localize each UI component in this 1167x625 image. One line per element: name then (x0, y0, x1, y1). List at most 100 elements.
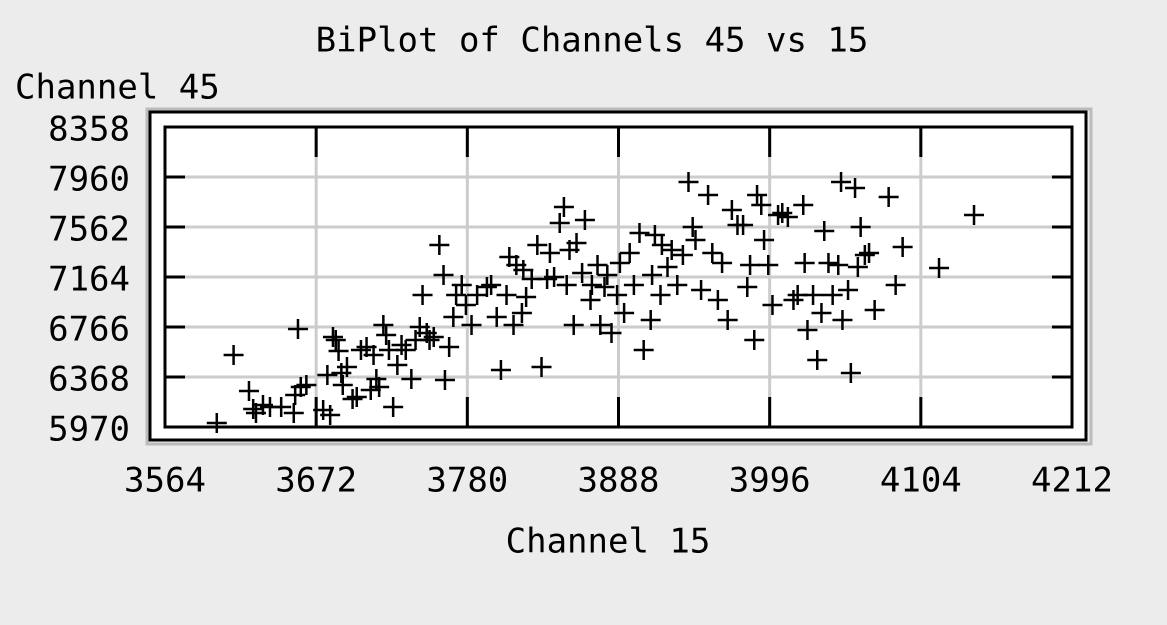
point (762, 295, 783, 316)
point (814, 221, 835, 242)
point (594, 277, 615, 298)
point (369, 377, 390, 398)
point (223, 345, 244, 366)
point (650, 284, 671, 305)
point (929, 257, 950, 278)
point (332, 375, 353, 396)
y-tick-label: 7562 (48, 210, 130, 250)
point (712, 253, 733, 274)
point (391, 334, 412, 355)
point (828, 254, 849, 275)
point (513, 259, 534, 280)
point (476, 277, 497, 298)
point (383, 397, 404, 418)
point (747, 184, 768, 205)
point (376, 325, 397, 346)
point (885, 275, 906, 296)
y-tick-label: 7960 (48, 160, 130, 200)
x-axis-label: Channel 15 (506, 522, 711, 562)
point (296, 375, 317, 396)
point (419, 329, 440, 350)
point (783, 289, 804, 310)
point (838, 279, 859, 300)
point (651, 234, 672, 255)
point (840, 362, 861, 383)
point (698, 184, 719, 205)
point (496, 284, 517, 305)
point (434, 370, 455, 391)
point (777, 206, 798, 227)
point (317, 364, 338, 385)
point (859, 243, 880, 264)
chart-title: BiPlot of Channels 45 vs 15 (316, 21, 869, 61)
point (531, 356, 552, 377)
y-axis-label: Channel 45 (15, 68, 220, 108)
point (850, 217, 871, 237)
plot-area-border (163, 125, 1074, 429)
point (580, 289, 601, 310)
point (553, 197, 574, 218)
x-tick-label: 4212 (1031, 461, 1113, 501)
point (845, 178, 866, 199)
point (691, 279, 712, 300)
point (336, 356, 357, 377)
point (607, 284, 628, 305)
point (325, 329, 346, 350)
x-tick-label: 3672 (275, 461, 357, 501)
point (685, 229, 706, 250)
x-tick-label: 3564 (124, 461, 206, 501)
point (443, 306, 464, 327)
point (511, 303, 532, 324)
point (854, 245, 875, 266)
x-tick-label: 3780 (426, 461, 508, 501)
point (271, 397, 292, 418)
outer-frame (145, 107, 1093, 446)
point (619, 243, 640, 264)
point (287, 319, 308, 340)
x-tick-label: 3996 (729, 461, 811, 501)
point (667, 275, 688, 296)
point (807, 350, 828, 371)
point (707, 289, 728, 310)
point (566, 232, 587, 253)
point (797, 320, 818, 341)
point (429, 234, 450, 255)
point (439, 336, 460, 357)
point (629, 223, 650, 244)
point (451, 275, 472, 296)
point (360, 379, 381, 400)
point (590, 314, 611, 335)
point (243, 399, 264, 420)
point (768, 204, 789, 225)
point (623, 275, 644, 296)
point (864, 300, 885, 321)
point (818, 253, 839, 274)
point (563, 314, 584, 335)
point (831, 172, 852, 193)
point (539, 243, 560, 264)
point (601, 323, 622, 344)
y-tick-label: 8358 (48, 110, 130, 150)
point (758, 254, 779, 275)
x-tick-label: 4104 (880, 461, 962, 501)
point (811, 303, 832, 324)
point (642, 264, 663, 285)
point (640, 309, 661, 330)
point (395, 339, 416, 360)
point (342, 388, 363, 409)
point (378, 339, 399, 360)
point (322, 327, 343, 348)
point (490, 359, 511, 380)
y-tick-label: 5970 (48, 410, 130, 450)
y-tick-label: 6368 (48, 360, 130, 400)
point (572, 262, 593, 283)
point (549, 212, 570, 233)
point (682, 217, 703, 237)
point (847, 256, 868, 277)
point (733, 214, 754, 235)
point (433, 264, 454, 285)
point (366, 369, 387, 390)
point (574, 209, 595, 230)
